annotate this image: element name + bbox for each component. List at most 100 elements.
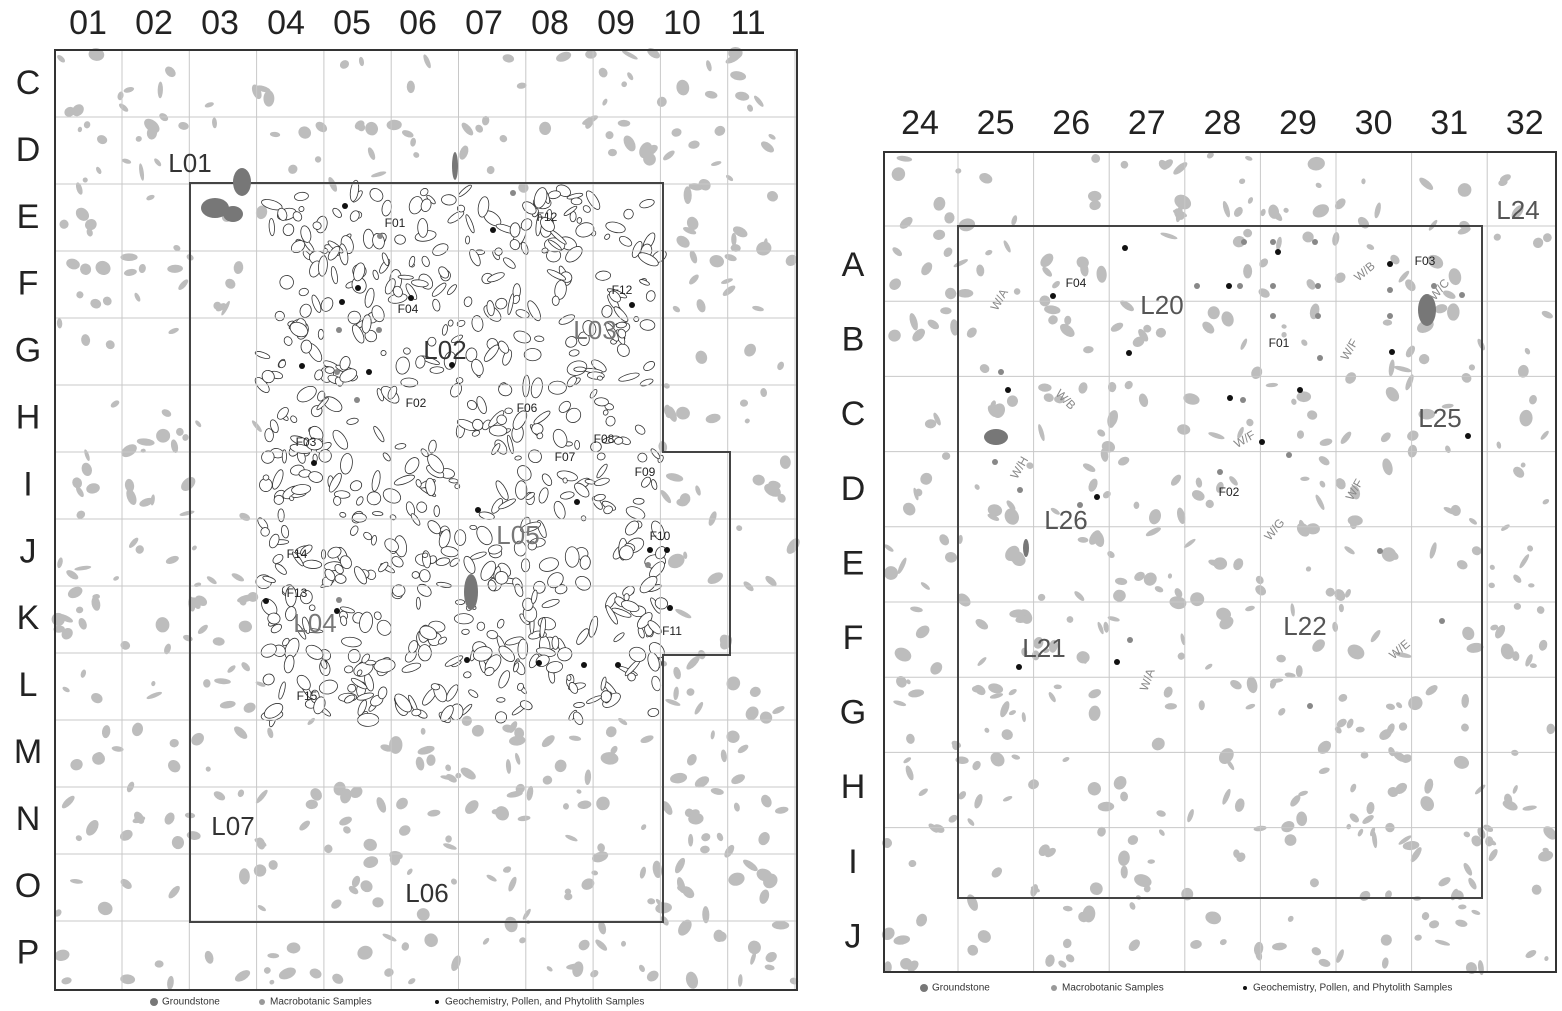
stone (120, 253, 137, 261)
stone (881, 837, 893, 849)
stone (133, 292, 141, 303)
stone (233, 261, 244, 275)
stone (165, 554, 180, 565)
stone (1167, 573, 1172, 579)
stone (486, 165, 496, 175)
outlined-stone (448, 382, 463, 399)
outlined-stone (349, 525, 360, 537)
stone (1477, 960, 1485, 976)
stone (109, 399, 120, 409)
outlined-stone (372, 511, 383, 516)
column-label: 27 (1128, 104, 1166, 142)
stone (718, 633, 735, 652)
stone (759, 793, 774, 809)
outlined-stone (348, 684, 356, 692)
stone (1296, 391, 1311, 402)
stone (92, 752, 106, 765)
stone (1513, 603, 1521, 610)
sample-point (1122, 245, 1128, 251)
outlined-stone (524, 348, 541, 360)
stone (298, 819, 312, 833)
column-label: 09 (597, 4, 635, 42)
outlined-stone (416, 597, 420, 609)
outlined-stone (581, 515, 587, 521)
outlined-stone (303, 642, 325, 662)
sample-point (1387, 287, 1393, 293)
stone (1421, 911, 1431, 921)
outlined-stone (574, 220, 596, 239)
sample-point (645, 562, 651, 568)
stone (118, 828, 135, 843)
stone (918, 470, 935, 487)
sample-point (1387, 261, 1393, 267)
stone (1098, 801, 1115, 811)
outlined-stone (569, 349, 580, 357)
stone (1103, 621, 1110, 633)
stone (56, 557, 64, 569)
stone (604, 129, 615, 140)
stone (900, 500, 918, 518)
stone (904, 764, 915, 781)
stone (1524, 948, 1537, 959)
outlined-stone (624, 593, 630, 601)
row-label: E (17, 198, 40, 236)
outlined-stone (456, 377, 463, 383)
outlined-stone (552, 500, 567, 520)
stone (1379, 932, 1394, 947)
stone (1200, 319, 1216, 335)
stone (1437, 875, 1452, 888)
stone (1460, 371, 1474, 385)
locus-label: L06 (405, 878, 448, 908)
stone (597, 843, 606, 853)
stone (1388, 359, 1396, 377)
outlined-stone (301, 340, 312, 354)
stone (1449, 504, 1462, 518)
stone (553, 758, 568, 774)
column-label: 11 (730, 4, 765, 42)
stone (736, 743, 749, 755)
stone (1233, 797, 1246, 813)
stone (263, 90, 274, 106)
outlined-stone (454, 530, 466, 546)
outlined-stone (352, 513, 366, 523)
stone (1204, 910, 1223, 926)
stone (422, 931, 441, 950)
stone (135, 135, 143, 142)
stone (503, 915, 519, 933)
stone (442, 842, 457, 851)
stone (1021, 712, 1026, 723)
stone (457, 144, 470, 161)
stone (65, 257, 81, 271)
stone (621, 133, 638, 153)
sample-point (334, 369, 340, 375)
stone (1190, 939, 1203, 950)
stone (314, 120, 330, 135)
outlined-stone (560, 491, 575, 501)
stone (932, 229, 946, 241)
column-label: 24 (901, 104, 939, 142)
outlined-stone (456, 319, 466, 327)
stone (1047, 691, 1057, 703)
stone (716, 832, 725, 842)
outlined-stone (355, 496, 364, 507)
stone (694, 349, 709, 365)
stone (1038, 251, 1056, 270)
outlined-stone (260, 527, 270, 537)
stone (1544, 956, 1549, 962)
outlined-stone (421, 255, 431, 267)
stone (237, 789, 246, 799)
stone (1090, 152, 1102, 164)
row-label: I (848, 843, 857, 881)
column-label: 10 (663, 4, 701, 42)
stone (1383, 384, 1402, 404)
sample-point (311, 460, 317, 466)
stone (886, 328, 902, 344)
sample-point (1217, 469, 1223, 475)
outlined-stone (298, 205, 305, 212)
stone (1002, 506, 1021, 527)
stone (296, 124, 313, 141)
stone (1381, 457, 1395, 476)
outlined-stone (319, 296, 335, 314)
stone (1077, 381, 1089, 395)
stone (1467, 877, 1479, 891)
